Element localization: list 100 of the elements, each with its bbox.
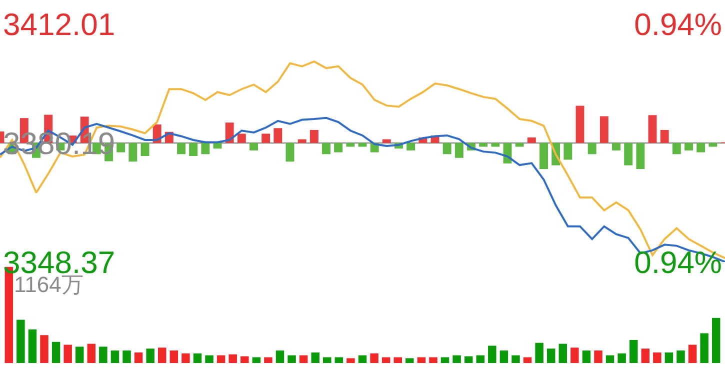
bar	[299, 355, 308, 363]
bar	[87, 344, 96, 363]
bar	[452, 355, 461, 363]
bar	[205, 355, 214, 363]
bar	[216, 355, 226, 363]
bar	[310, 130, 318, 143]
bar	[500, 350, 508, 363]
bar	[523, 357, 532, 363]
bar	[264, 357, 272, 363]
y2-tick-label: 0.94%	[634, 244, 722, 280]
bar	[576, 106, 584, 143]
bar	[624, 143, 633, 166]
bar	[660, 130, 669, 143]
bar	[189, 143, 198, 156]
bar	[440, 357, 450, 363]
bar	[664, 352, 674, 363]
bar	[564, 143, 572, 160]
bar	[527, 137, 536, 143]
bar	[394, 357, 402, 363]
bar	[479, 143, 488, 147]
bar	[274, 128, 282, 143]
bar	[99, 346, 108, 363]
bar	[140, 143, 150, 156]
bar	[684, 143, 693, 150]
bar	[600, 116, 608, 143]
y-tick-label: 3412.01	[3, 6, 116, 42]
bar	[298, 139, 306, 143]
bar	[382, 139, 391, 143]
bar	[618, 353, 626, 363]
bar	[442, 143, 452, 154]
bar	[454, 143, 464, 158]
bar	[648, 115, 657, 143]
bar	[134, 352, 143, 363]
bar	[16, 320, 25, 363]
bar	[606, 355, 614, 363]
bar	[110, 350, 120, 363]
bar	[193, 353, 202, 363]
bar	[128, 143, 138, 162]
bar	[64, 344, 72, 363]
bar	[213, 143, 222, 149]
bar	[346, 358, 355, 363]
bar	[182, 353, 190, 363]
bar	[546, 348, 556, 363]
bar	[515, 143, 524, 147]
bar	[177, 143, 186, 154]
bar	[712, 318, 720, 363]
bar	[276, 350, 284, 363]
bar	[570, 348, 579, 363]
bar	[676, 350, 685, 363]
bar	[250, 143, 258, 150]
bar	[358, 355, 367, 363]
bar	[476, 355, 484, 363]
bar	[322, 143, 330, 154]
bar	[700, 333, 708, 363]
bar	[52, 342, 60, 363]
bar	[201, 143, 210, 154]
bar	[406, 143, 416, 150]
bar	[122, 350, 131, 363]
bar	[582, 350, 591, 363]
bar	[535, 342, 544, 363]
bar	[262, 134, 270, 143]
bar	[146, 348, 154, 363]
bar	[406, 358, 414, 363]
bar	[323, 357, 332, 363]
bar	[252, 357, 261, 363]
bar	[370, 353, 378, 363]
bar	[653, 352, 662, 363]
bar	[417, 357, 426, 363]
bar	[346, 143, 355, 147]
bar	[311, 352, 320, 363]
bar	[382, 357, 390, 363]
bar	[641, 348, 650, 363]
bar	[75, 346, 84, 363]
bar	[491, 143, 500, 147]
bar	[228, 354, 237, 363]
bar	[286, 143, 294, 162]
bar	[629, 340, 638, 363]
bar	[636, 143, 645, 170]
bar	[688, 344, 697, 363]
bar	[334, 357, 344, 363]
bar	[240, 356, 249, 363]
bar	[170, 350, 178, 363]
bar	[488, 346, 496, 363]
bar	[464, 356, 473, 363]
bar	[612, 143, 620, 150]
bar	[588, 143, 596, 154]
bar	[40, 335, 48, 363]
bar	[429, 357, 438, 363]
bar	[696, 143, 706, 152]
y2-tick-label: 0.94%	[634, 6, 722, 42]
bar	[288, 355, 296, 363]
bar	[334, 143, 343, 152]
bar	[237, 134, 246, 143]
bar	[558, 344, 567, 363]
bar	[672, 143, 681, 154]
bar	[116, 143, 126, 152]
bar	[512, 355, 520, 363]
bar	[708, 143, 718, 147]
bar	[28, 329, 37, 363]
bar	[540, 143, 548, 170]
